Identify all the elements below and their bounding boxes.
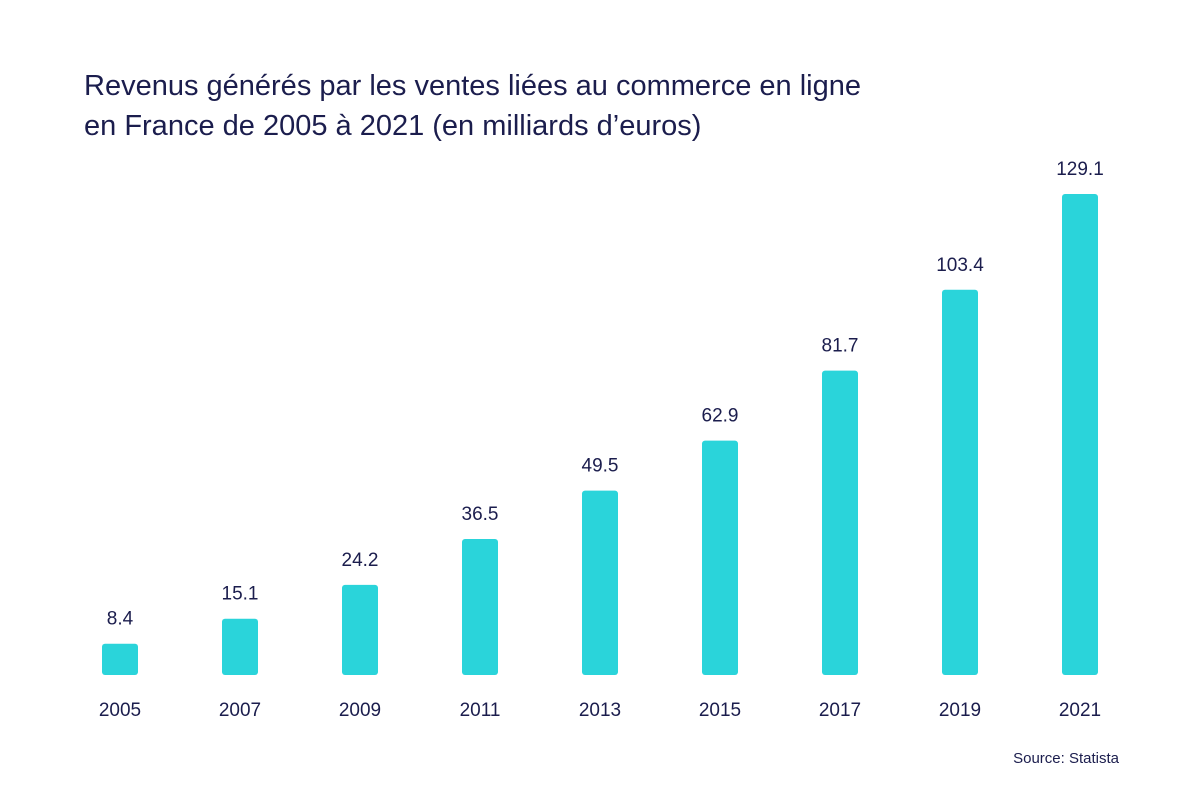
data-label-2019: 103.4 [936, 255, 984, 276]
data-label-2009: 24.2 [342, 550, 379, 571]
bar-2015 [702, 440, 738, 675]
data-label-2013: 49.5 [582, 456, 619, 477]
chart-title-line-2: en France de 2005 à 2021 (en milliards d… [84, 110, 702, 142]
data-label-2007: 15.1 [222, 584, 259, 605]
source-note: Source: Statista [1013, 750, 1119, 767]
x-tick-label-2015: 2015 [699, 700, 741, 721]
x-tick-label-2013: 2013 [579, 700, 621, 721]
x-tick-label-2021: 2021 [1059, 700, 1101, 721]
x-tick-label-2007: 2007 [219, 700, 261, 721]
data-label-2015: 62.9 [702, 406, 739, 427]
data-label-2017: 81.7 [822, 336, 859, 357]
data-label-2005: 8.4 [107, 609, 134, 630]
data-label-2011: 36.5 [462, 504, 499, 525]
data-label-2021: 129.1 [1056, 159, 1104, 180]
chart-title: Revenus générés par les ventes liées au … [84, 66, 1064, 146]
x-tick-label-2019: 2019 [939, 700, 981, 721]
bar-2013 [582, 490, 618, 675]
x-tick-label-2017: 2017 [819, 700, 861, 721]
x-tick-label-2005: 2005 [99, 700, 141, 721]
bar-2021 [1062, 194, 1098, 675]
bar-2005 [102, 643, 138, 675]
bar-2011 [462, 539, 498, 675]
bar-2019 [942, 289, 978, 675]
chart-title-line-1: Revenus générés par les ventes liées au … [84, 70, 861, 102]
x-tick-label-2011: 2011 [460, 700, 501, 721]
bar-2017 [822, 370, 858, 675]
bar-2007 [222, 618, 258, 675]
bar-2009 [342, 584, 378, 675]
x-tick-label-2009: 2009 [339, 700, 381, 721]
